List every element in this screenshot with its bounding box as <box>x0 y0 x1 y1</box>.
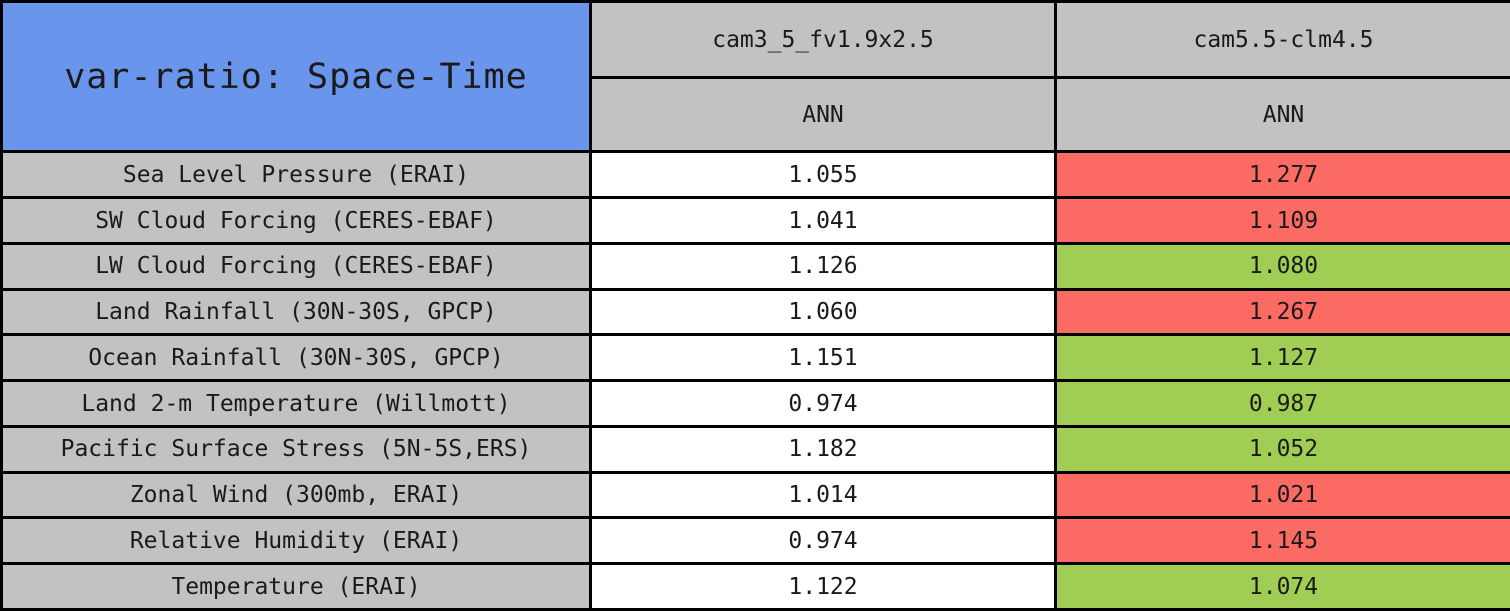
value-cell: 1.126 <box>589 241 1057 291</box>
value-cell: 1.127 <box>1054 333 1510 383</box>
value-cell: 1.060 <box>589 287 1057 337</box>
table-row: LW Cloud Forcing (CERES-EBAF) 1.126 1.08… <box>0 241 1510 291</box>
row-label: Ocean Rainfall (30N-30S, GPCP) <box>0 333 592 383</box>
row-label: Land 2-m Temperature (Willmott) <box>0 379 592 428</box>
header-row-models: var-ratio: Space-Time cam3_5_fv1.9x2.5 c… <box>0 0 1510 154</box>
table-row: Land Rainfall (30N-30S, GPCP) 1.060 1.26… <box>0 287 1510 337</box>
table-title: var-ratio: Space-Time <box>0 0 592 154</box>
value-cell: 1.021 <box>1054 470 1510 520</box>
table-row: Zonal Wind (300mb, ERAI) 1.014 1.021 <box>0 470 1510 520</box>
value-cell: 1.055 <box>589 150 1057 200</box>
value-cell: 1.041 <box>589 196 1057 245</box>
value-cell: 1.052 <box>1054 424 1510 474</box>
value-cell: 1.122 <box>589 562 1057 611</box>
row-label: Sea Level Pressure (ERAI) <box>0 150 592 200</box>
table-row: Temperature (ERAI) 1.122 1.074 <box>0 562 1510 611</box>
row-label: Relative Humidity (ERAI) <box>0 516 592 566</box>
table-row: Land 2-m Temperature (Willmott) 0.974 0.… <box>0 379 1510 428</box>
value-cell: 0.987 <box>1054 379 1510 428</box>
value-cell: 1.074 <box>1054 562 1510 611</box>
table-row: Ocean Rainfall (30N-30S, GPCP) 1.151 1.1… <box>0 333 1510 383</box>
table-row: Sea Level Pressure (ERAI) 1.055 1.277 <box>0 150 1510 200</box>
column-header-model-1: cam3_5_fv1.9x2.5 <box>589 0 1057 80</box>
row-label: Land Rainfall (30N-30S, GPCP) <box>0 287 592 337</box>
value-cell: 0.974 <box>589 379 1057 428</box>
table-row: Pacific Surface Stress (5N-5S,ERS) 1.182… <box>0 424 1510 474</box>
value-cell: 1.151 <box>589 333 1057 383</box>
value-cell: 1.182 <box>589 424 1057 474</box>
column-header-model-2: cam5.5-clm4.5 <box>1054 0 1510 80</box>
table-row: SW Cloud Forcing (CERES-EBAF) 1.041 1.10… <box>0 196 1510 245</box>
value-cell: 0.974 <box>589 516 1057 566</box>
value-cell: 1.145 <box>1054 516 1510 566</box>
row-label: Zonal Wind (300mb, ERAI) <box>0 470 592 520</box>
row-label: Pacific Surface Stress (5N-5S,ERS) <box>0 424 592 474</box>
value-cell: 1.014 <box>589 470 1057 520</box>
value-cell: 1.109 <box>1054 196 1510 245</box>
value-cell: 1.277 <box>1054 150 1510 200</box>
column-subheader-season-2: ANN <box>1054 76 1510 154</box>
header-row-seasons: ANN ANN <box>2 76 1510 154</box>
value-cell: 1.080 <box>1054 241 1510 291</box>
row-label: LW Cloud Forcing (CERES-EBAF) <box>0 241 592 291</box>
column-subheader-season-1: ANN <box>589 76 1057 154</box>
row-label: Temperature (ERAI) <box>0 562 592 611</box>
row-label: SW Cloud Forcing (CERES-EBAF) <box>0 196 592 245</box>
value-cell: 1.267 <box>1054 287 1510 337</box>
table-row: Relative Humidity (ERAI) 0.974 1.145 <box>0 516 1510 566</box>
